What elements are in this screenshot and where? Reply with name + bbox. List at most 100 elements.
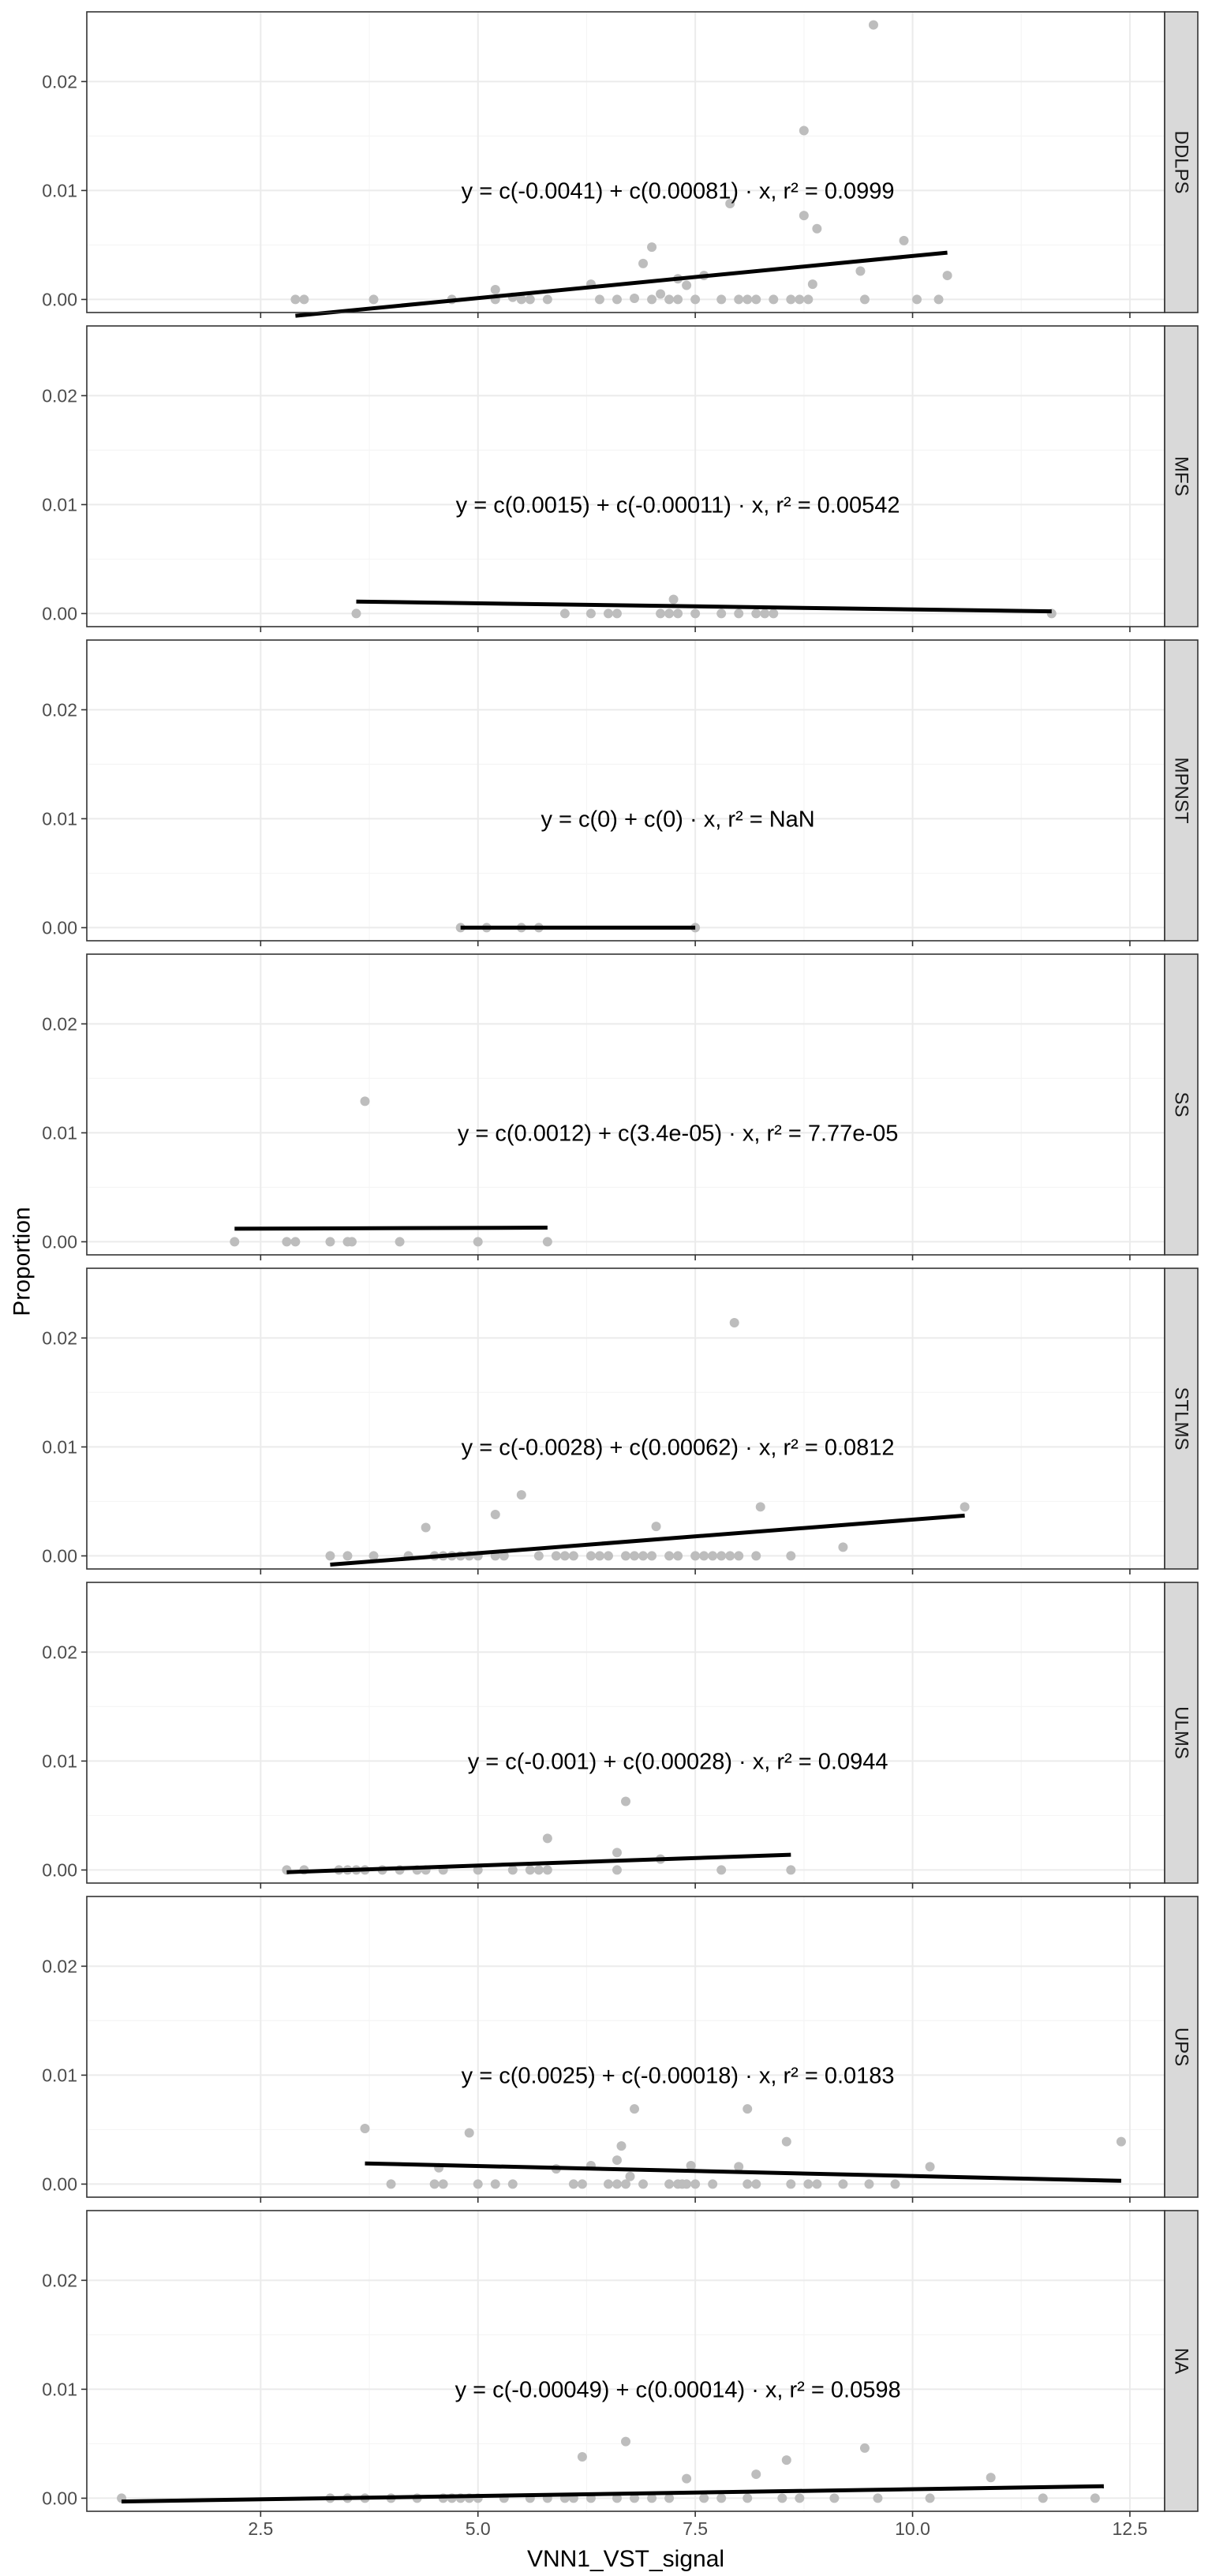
data-point	[673, 1551, 683, 1561]
data-point	[873, 2493, 883, 2503]
y-axis-title: Proportion	[9, 1207, 36, 1316]
data-point	[673, 294, 683, 305]
data-point	[751, 294, 761, 305]
facet-strip	[1164, 1582, 1199, 1884]
facet-strip-label: UPS	[1171, 2027, 1192, 2066]
data-point	[594, 1551, 604, 1561]
data-point	[516, 294, 526, 305]
data-point	[708, 2179, 718, 2189]
facet-panel-ss: y = c(0.0012) + c(3.4e-05) · x, r² = 7.7…	[42, 953, 1199, 1260]
data-point	[630, 2104, 640, 2114]
y-tick-label: 0.00	[42, 1545, 77, 1566]
data-point	[734, 608, 744, 619]
panel-background	[87, 1896, 1165, 2197]
regression-equation: y = c(0.0012) + c(3.4e-05) · x, r² = 7.7…	[458, 1121, 899, 1146]
data-point	[755, 1502, 765, 1512]
regression-line	[295, 250, 948, 318]
data-point	[786, 2179, 796, 2189]
data-point	[325, 1237, 335, 1247]
data-point	[855, 266, 866, 276]
regression-equation: y = c(0.0015) + c(-0.00011) · x, r² = 0.…	[456, 492, 900, 518]
data-point	[647, 1551, 657, 1561]
data-point	[682, 2473, 692, 2484]
data-point	[533, 1865, 544, 1875]
data-point	[533, 1551, 544, 1561]
data-point	[1116, 2136, 1126, 2147]
y-tick-label: 0.02	[42, 71, 77, 92]
regression-line	[286, 1852, 791, 1874]
data-point	[769, 294, 779, 305]
data-point	[621, 1796, 630, 1807]
data-point	[603, 608, 613, 619]
data-point	[651, 1522, 661, 1532]
data-point	[668, 594, 679, 605]
data-point	[559, 1551, 570, 1561]
data-point	[621, 2436, 630, 2447]
data-point	[716, 1865, 727, 1875]
facet-strip-label: MFS	[1171, 456, 1192, 496]
data-point	[786, 294, 796, 305]
data-point	[395, 1237, 405, 1247]
data-point	[686, 2160, 696, 2170]
y-tick-label: 0.01	[42, 494, 77, 515]
data-point	[525, 294, 535, 305]
data-point	[725, 198, 735, 208]
data-point	[803, 2179, 814, 2189]
data-point	[638, 1551, 649, 1561]
data-point	[625, 2171, 635, 2181]
data-point	[734, 1551, 744, 1561]
data-point	[729, 1318, 739, 1328]
data-point	[621, 1551, 630, 1561]
data-point	[577, 2451, 587, 2462]
data-point	[777, 2493, 787, 2503]
regression-line	[234, 1225, 548, 1231]
y-tick-label: 0.02	[42, 1642, 77, 1662]
data-point	[743, 2104, 753, 2114]
data-point	[690, 2179, 701, 2189]
data-point	[760, 608, 770, 619]
data-point	[429, 2179, 440, 2189]
data-point	[829, 2493, 840, 2503]
y-tick-label: 0.00	[42, 603, 77, 623]
data-point	[912, 294, 922, 305]
data-point	[490, 1509, 500, 1519]
data-point	[542, 1865, 552, 1875]
regression-equation: y = c(0) + c(0) · x, r² = NaN	[541, 807, 814, 832]
data-point	[656, 608, 666, 619]
data-point	[438, 2179, 448, 2189]
data-point	[781, 2136, 791, 2147]
data-point	[795, 2493, 805, 2503]
panel-background	[87, 1582, 1165, 1883]
data-point	[942, 271, 952, 281]
y-tick-label: 0.00	[42, 2174, 77, 2194]
regression-equation: y = c(0.0025) + c(-0.00018) · x, r² = 0.…	[462, 2063, 895, 2088]
regression-line	[356, 599, 1052, 614]
y-tick-label: 0.01	[42, 808, 77, 829]
data-point	[716, 1551, 727, 1561]
facet-panel-na: y = c(-0.00049) + c(0.00014) · x, r² = 0…	[42, 2210, 1199, 2517]
data-point	[743, 294, 753, 305]
data-point	[786, 1551, 796, 1561]
data-point	[386, 2179, 396, 2189]
y-tick-label: 0.02	[42, 699, 77, 720]
data-point	[664, 2179, 675, 2189]
data-point	[1038, 2493, 1048, 2503]
data-point	[525, 1865, 535, 1875]
data-point	[612, 294, 622, 305]
regression-equation: y = c(-0.001) + c(0.00028) · x, r² = 0.0…	[468, 1749, 888, 1774]
facet-panel-stlms: y = c(-0.0028) + c(0.00062) · x, r² = 0.…	[42, 1267, 1199, 1574]
data-point	[630, 1551, 640, 1561]
data-point	[656, 289, 666, 299]
data-point	[612, 2155, 622, 2166]
y-tick-label: 0.00	[42, 289, 77, 309]
y-tick-label: 0.02	[42, 1956, 77, 1976]
facet-strip	[1164, 953, 1199, 1256]
data-point	[859, 2443, 870, 2453]
data-point	[838, 2179, 848, 2189]
data-point	[781, 2455, 791, 2466]
data-point	[290, 1237, 301, 1247]
data-point	[368, 294, 379, 305]
data-point	[473, 2179, 483, 2189]
data-point	[812, 223, 822, 234]
data-point	[499, 1551, 509, 1561]
